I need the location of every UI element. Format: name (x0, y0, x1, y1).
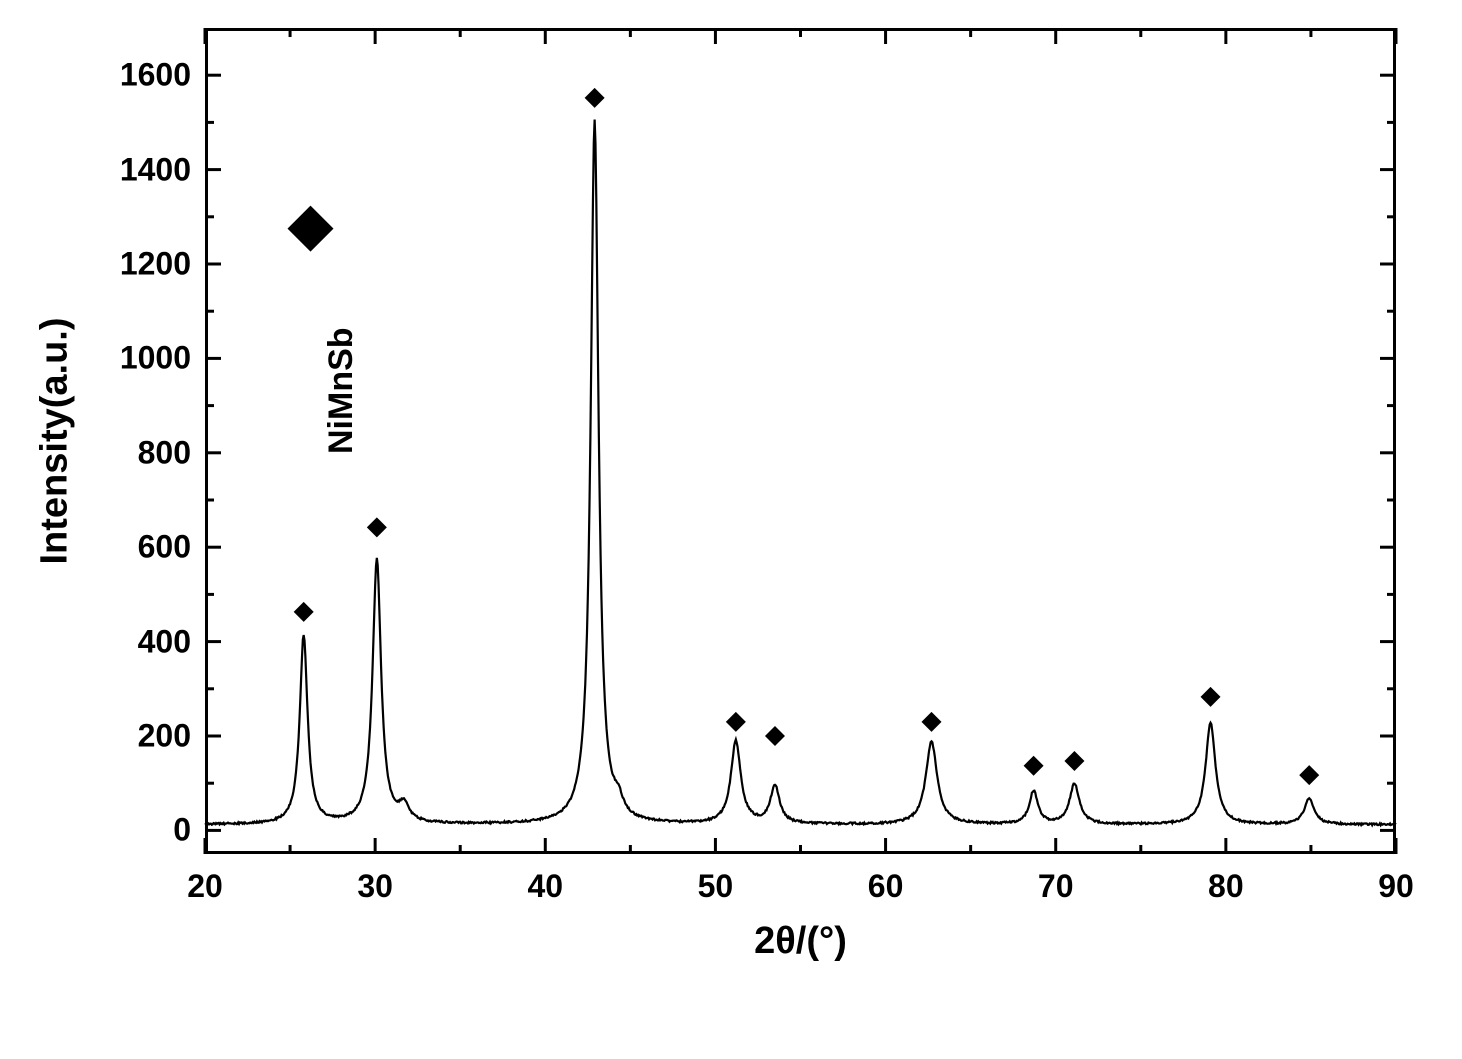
x-tick-label: 40 (527, 868, 563, 905)
y-tick-label: 1200 (120, 246, 191, 283)
x-tick-label: 50 (698, 868, 734, 905)
xrd-line (205, 120, 1396, 826)
y-tick-label: 1600 (120, 57, 191, 94)
y-tick-label: 1400 (120, 151, 191, 188)
x-tick-label: 20 (187, 868, 223, 905)
y-tick-label: 0 (173, 812, 191, 849)
chart-container: 2θ/(°) Intensity(a.u.) NiMnSb 20 30 40 50 60… (0, 0, 1462, 1059)
peak-marker-icon (1201, 687, 1221, 707)
y-axis-label: Intensity(a.u.) (34, 317, 77, 564)
x-tick-label: 80 (1208, 868, 1244, 905)
peak-marker-icon (726, 712, 746, 732)
legend-label: NiMnSb (322, 327, 361, 454)
y-tick-label: 800 (138, 434, 191, 471)
x-tick-label: 70 (1038, 868, 1074, 905)
x-tick-label: 60 (868, 868, 904, 905)
y-tick-label: 400 (138, 623, 191, 660)
peak-marker-icon (922, 712, 942, 732)
x-axis-label: 2θ/(°) (754, 920, 847, 963)
legend-marker-icon (287, 206, 333, 252)
peak-marker-icon (367, 517, 387, 537)
peak-marker-icon (1064, 751, 1084, 771)
peak-marker-icon (1299, 765, 1319, 785)
y-tick-label: 600 (138, 529, 191, 566)
x-tick-label: 30 (357, 868, 393, 905)
peak-marker-icon (765, 726, 785, 746)
y-tick-label: 200 (138, 718, 191, 755)
peak-marker-icon (294, 602, 314, 622)
peak-marker-icon (1024, 756, 1044, 776)
x-tick-label: 90 (1378, 868, 1414, 905)
y-tick-label: 1000 (120, 340, 191, 377)
peak-marker-icon (585, 88, 605, 108)
